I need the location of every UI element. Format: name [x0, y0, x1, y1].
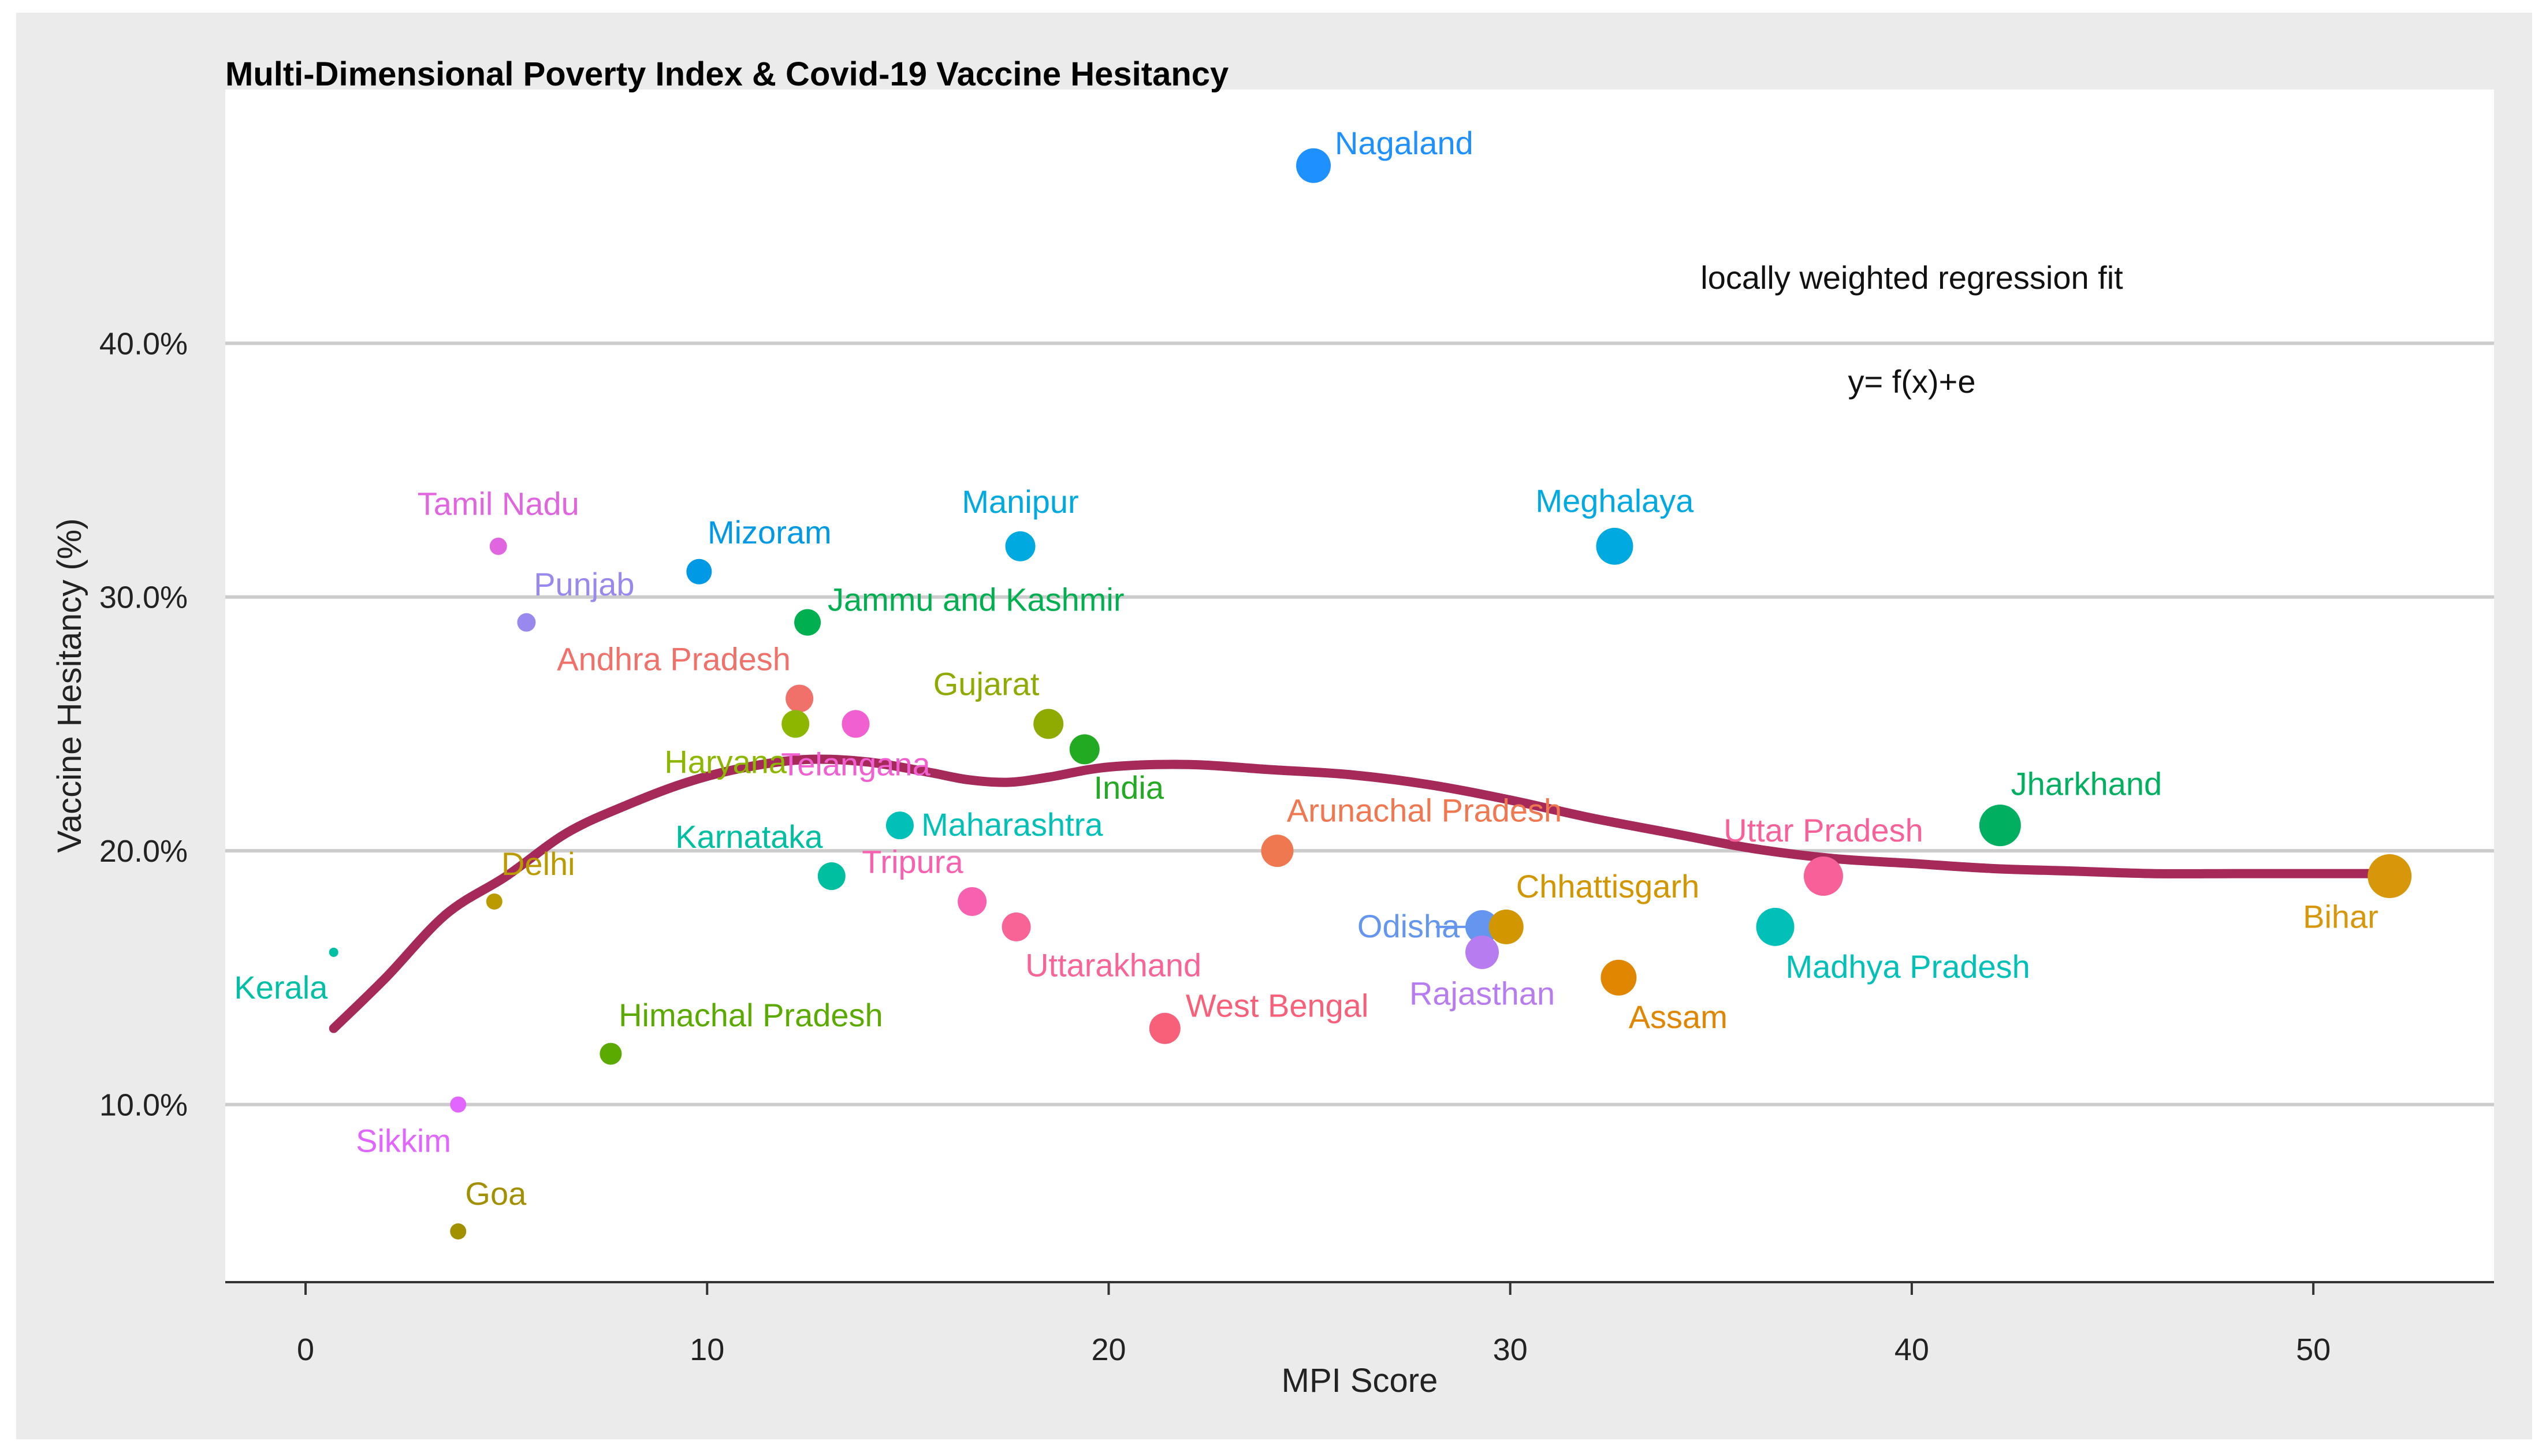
chart-title: Multi-Dimensional Poverty Index & Covid-… [225, 55, 1229, 93]
point-odisha [1465, 910, 1499, 944]
point-label: Punjab [534, 566, 634, 602]
point-label: Madhya Pradesh [1785, 948, 2030, 985]
point-himachal-pradesh [600, 1042, 622, 1065]
point-sikkim [450, 1096, 467, 1113]
point-label: Goa [465, 1175, 527, 1212]
point-label: Uttarakhand [1025, 947, 1201, 983]
point-kerala [329, 947, 338, 957]
point-punjab [517, 613, 536, 632]
point-meghalaya [1596, 527, 1633, 565]
point-label: Andhra Pradesh [557, 641, 791, 677]
point-label: West Bengal [1186, 988, 1368, 1024]
point-label: Chhattisgarh [1516, 868, 1700, 904]
regression-note: locally weighted regression fit [1700, 259, 2123, 296]
point-label: Meghalaya [1535, 482, 1694, 519]
point-mizoram [686, 558, 712, 584]
point-arunachal-pradesh [1261, 835, 1294, 867]
x-axis-ticks: 0 10 20 30 40 50 [297, 1282, 2331, 1367]
regression-fit-line [329, 754, 2391, 1033]
point-chhattisgarh [1488, 909, 1524, 944]
point-label: Tripura [862, 843, 963, 880]
gridlines [225, 341, 2494, 1107]
point-label: Bihar [2303, 898, 2378, 934]
point-label: Haryana [664, 744, 787, 780]
point-label: Jharkhand [2011, 765, 2162, 802]
point-label: Gujarat [933, 666, 1040, 702]
point-label: Arunachal Pradesh [1287, 792, 1562, 829]
point-gujarat [1033, 709, 1064, 739]
y-axis-ticks: 10.0% 20.0% 30.0% 40.0% [99, 326, 188, 1122]
point-west-bengal [1149, 1012, 1181, 1044]
point-goa [450, 1223, 467, 1240]
point-label: Himachal Pradesh [619, 997, 883, 1033]
point-haryana [781, 710, 810, 738]
point-label: Karnataka [675, 818, 823, 855]
point-maharashtra [885, 811, 914, 840]
x-tick-label: 10 [690, 1332, 724, 1367]
point-label: Uttar Pradesh [1724, 812, 1923, 848]
point-madhya-pradesh [1756, 907, 1795, 946]
x-tick-label: 0 [297, 1332, 314, 1367]
x-axis-label: MPI Score [1282, 1362, 1438, 1399]
y-axis-label: Vaccine Hesitancy (%) [51, 518, 88, 852]
point-jammu-and-kashmir [794, 609, 821, 636]
point-uttar-pradesh [1803, 857, 1843, 896]
point-india [1069, 734, 1100, 765]
point-label: Manipur [962, 483, 1078, 520]
point-delhi [486, 893, 502, 910]
x-tick-label: 40 [1894, 1332, 1929, 1367]
point-nagaland [1296, 148, 1331, 183]
point-jharkhand [1979, 805, 2021, 847]
point-labels: Nagaland Meghalaya Manipur Mizoram Tamil Nad… [234, 125, 2378, 1212]
plot-panel [225, 90, 2494, 1282]
point-label: Jammu and Kashmir [828, 582, 1125, 618]
point-rajasthan [1465, 935, 1499, 969]
point-label: Mizoram [708, 514, 832, 550]
point-bihar [2368, 854, 2412, 899]
point-uttarakhand [1002, 912, 1031, 941]
point-label: Delhi [501, 846, 575, 882]
point-label: Maharashtra [921, 806, 1103, 843]
y-tick-label: 20.0% [99, 834, 188, 869]
point-karnataka [817, 862, 846, 891]
point-label: Sikkim [356, 1123, 451, 1159]
point-label: India [1094, 769, 1164, 806]
point-label: Tamil Nadu [418, 485, 579, 522]
point-andhra-pradesh [786, 684, 814, 713]
x-tick-label: 50 [2296, 1332, 2331, 1367]
point-label: Rajasthan [1409, 975, 1555, 1012]
data-points [329, 148, 2412, 1240]
point-label: Telangana [781, 746, 930, 783]
point-tripura [958, 887, 987, 916]
y-tick-label: 10.0% [99, 1088, 188, 1122]
x-tick-label: 20 [1091, 1332, 1126, 1367]
point-telangana [842, 710, 870, 738]
y-tick-label: 40.0% [99, 326, 188, 361]
point-manipur [1005, 531, 1036, 561]
point-label: Assam [1629, 999, 1728, 1035]
regression-formula: y= f(x)+e [1848, 363, 1976, 400]
point-label: Nagaland [1335, 125, 1473, 161]
point-label: Kerala [234, 969, 328, 1006]
point-tamil-nadu [489, 537, 507, 555]
x-tick-label: 30 [1493, 1332, 1528, 1367]
point-assam [1600, 959, 1637, 996]
y-tick-label: 30.0% [99, 580, 188, 615]
